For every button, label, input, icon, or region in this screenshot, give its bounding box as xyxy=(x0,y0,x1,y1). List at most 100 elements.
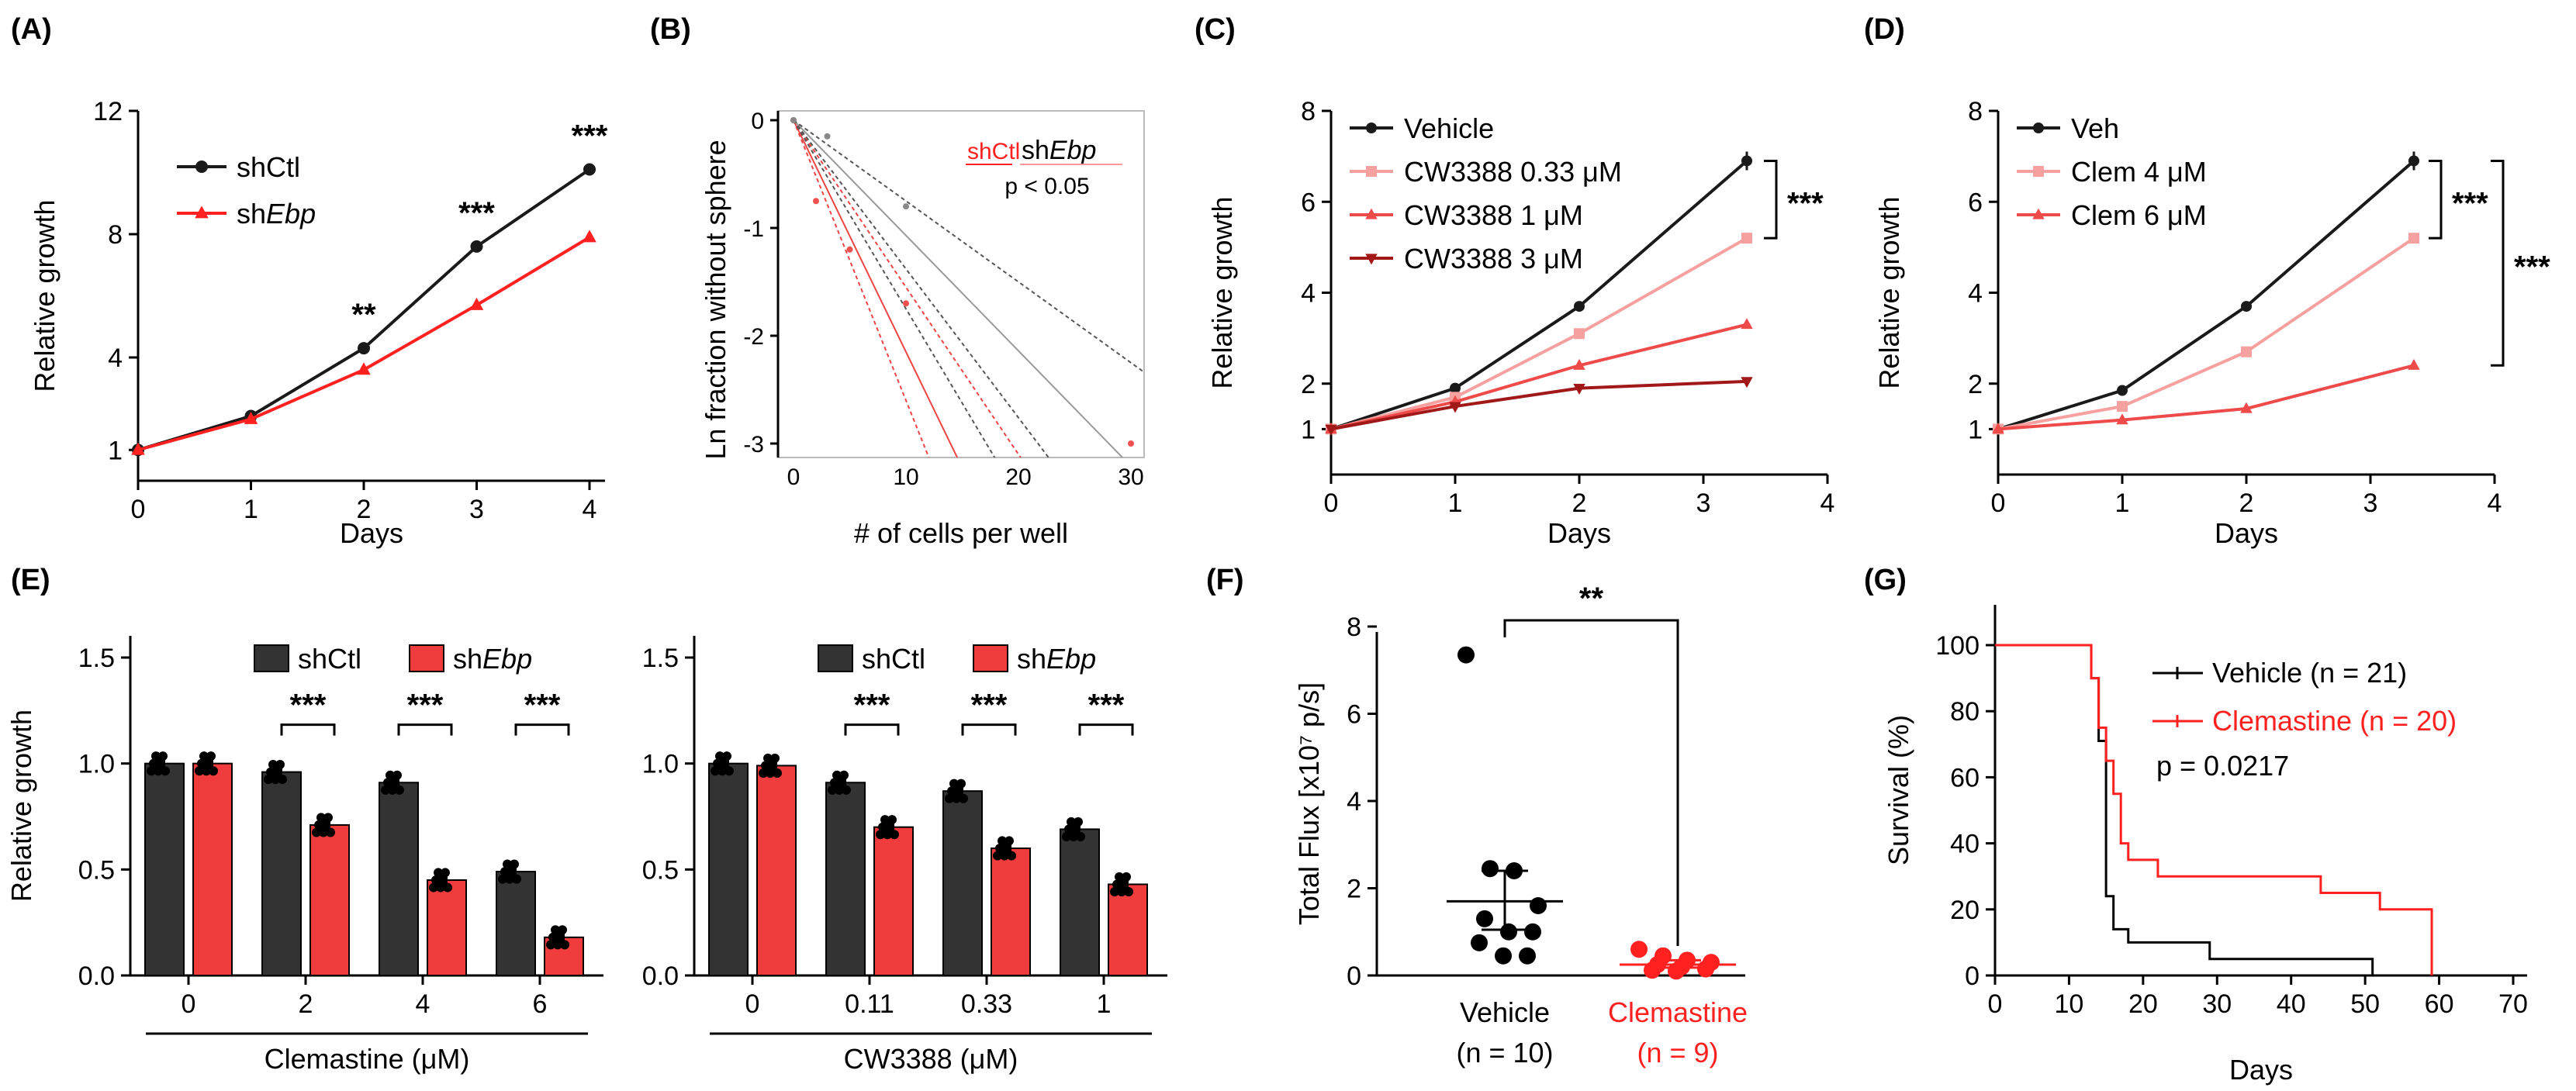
replicate-point xyxy=(548,932,558,942)
significance-bracket xyxy=(1503,619,1679,946)
bar xyxy=(427,879,467,976)
replicate-point xyxy=(1076,831,1085,841)
replicate-point xyxy=(1074,817,1083,827)
replicate-point xyxy=(149,758,158,768)
panel-e-cw3388: 0.0 0.5 1.0 1.5 0 0.11 0.33 1 *** *** *** shCtl shEb… xyxy=(642,636,1167,1075)
data-point xyxy=(1325,424,1337,436)
x-tick-label: 1 xyxy=(244,495,258,524)
y-axis-label: Total Flux [x10⁷ p/s] xyxy=(1293,682,1325,925)
x-tick-label: 20 xyxy=(1005,464,1031,490)
data-point xyxy=(1457,646,1475,664)
x-tick-label: 0 xyxy=(1991,489,2006,518)
y-tick-label: 1 xyxy=(108,436,123,465)
replicate-point xyxy=(835,785,844,795)
panel-letter: (C) xyxy=(1195,13,1236,46)
x-tick-label: 0.11 xyxy=(845,989,894,1019)
fit-line xyxy=(793,119,930,457)
data-point xyxy=(358,342,370,355)
bar xyxy=(1060,828,1100,977)
replicate-point xyxy=(1002,844,1011,853)
significance-bracket xyxy=(2429,159,2443,240)
x-tick-label: 4 xyxy=(2488,489,2502,518)
legend-label: shEbp xyxy=(1017,643,1096,675)
replicate-point xyxy=(885,822,894,832)
data-point xyxy=(2241,301,2252,312)
panel-f: (F) 0 2 4 6 8 Vehicle (n = 10) Clemastine (n = 9)… xyxy=(1206,564,1748,1069)
y-tick-label: 0.0 xyxy=(78,962,115,991)
replicate-point xyxy=(1064,824,1074,834)
replicate-point xyxy=(395,785,404,795)
legend-marker xyxy=(1365,254,1378,265)
replicate-point xyxy=(759,768,768,778)
replicate-point xyxy=(947,786,956,796)
bar xyxy=(942,790,983,977)
replicate-point xyxy=(887,815,897,825)
y-tick-label: 6 xyxy=(1347,700,1361,730)
significance-bracket xyxy=(844,723,900,736)
label-italic-part: Ebp xyxy=(266,198,316,230)
replicate-point xyxy=(1071,824,1081,834)
significance-bracket xyxy=(1764,159,1778,240)
data-point xyxy=(1741,318,1753,330)
x-tick-label: 40 xyxy=(2277,989,2306,1019)
replicate-point xyxy=(1004,836,1014,846)
y-axis-label: Relative growth xyxy=(1873,196,1905,388)
x-tick-label: 50 xyxy=(2350,989,2380,1019)
fit-line xyxy=(793,119,996,457)
replicate-point xyxy=(876,830,885,840)
significance-bracket xyxy=(2491,159,2505,367)
data-point xyxy=(813,198,819,205)
significance-label: ** xyxy=(1579,582,1604,616)
significance-label: *** xyxy=(1088,689,1125,723)
replicate-point xyxy=(717,766,727,776)
x-tick-label: 0 xyxy=(131,495,146,524)
y-tick-label: 8 xyxy=(1968,97,1983,126)
x-tick-label: 10 xyxy=(2055,989,2084,1019)
x-tick-label: 4 xyxy=(583,495,597,524)
series-line xyxy=(1997,159,2415,431)
legend-label: shCtl xyxy=(862,643,925,675)
series-line xyxy=(1330,236,1748,431)
bar xyxy=(192,762,233,977)
replicate-point xyxy=(773,768,782,778)
y-tick-label: 20 xyxy=(1950,896,1980,925)
panel-g: (G) 0 10 20 30 40 50 60 70 0 20 40 60 80 100 Days Surviv… xyxy=(1864,564,2528,1086)
y-tick-label: 40 xyxy=(1950,830,1980,859)
replicate-point xyxy=(839,770,849,780)
replicate-point xyxy=(956,779,966,789)
y-tick-label: 8 xyxy=(1347,613,1361,642)
x-tick-label: 0 xyxy=(787,464,800,490)
panel-b: (B) 0 10 20 30 0 -1 -2 -3 shCtl shEbp p < 0.05 # of … xyxy=(650,13,1145,549)
panel-letter: (B) xyxy=(650,13,691,46)
data-point xyxy=(846,246,853,253)
label-part: sh xyxy=(1017,643,1046,675)
replicate-point xyxy=(314,820,323,830)
fit-line xyxy=(793,119,1050,457)
y-tick-label: 1.5 xyxy=(78,644,115,673)
replicate-point xyxy=(1112,879,1122,889)
replicate-point xyxy=(551,925,560,935)
replicate-point xyxy=(832,770,842,780)
replicate-point xyxy=(206,751,216,761)
data-point xyxy=(1128,440,1134,447)
label-italic-part: Ebp xyxy=(482,643,532,675)
panel-d: (D) 0 1 2 3 4 1 2 4 6 8 Days Relative growth Veh Clem … xyxy=(1864,13,2550,549)
replicate-point xyxy=(724,766,734,776)
data-point xyxy=(1741,377,1753,388)
group-n-label: (n = 10) xyxy=(1456,1037,1553,1069)
series-line xyxy=(1330,379,1748,431)
replicate-point xyxy=(319,827,328,837)
data-point xyxy=(1482,860,1499,878)
replicate-point xyxy=(386,770,395,780)
data-point xyxy=(1630,941,1648,958)
replicate-point xyxy=(264,775,273,785)
x-axis-label: Days xyxy=(2215,517,2278,549)
replicate-point xyxy=(312,827,321,837)
significance-label: *** xyxy=(2452,186,2488,220)
series-line xyxy=(1997,364,2415,431)
significance-bracket xyxy=(1078,723,1134,736)
replicate-point xyxy=(828,785,837,795)
replicate-point xyxy=(878,822,887,832)
replicate-point xyxy=(998,836,1007,846)
